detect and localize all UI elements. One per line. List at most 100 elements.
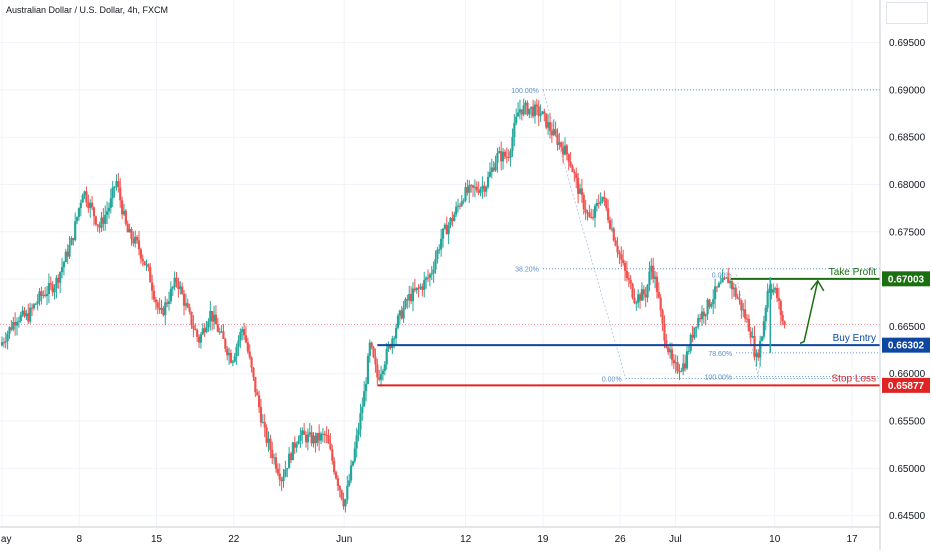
candle-body <box>430 273 433 275</box>
candle-body <box>391 338 394 348</box>
candle-body <box>715 286 719 288</box>
candle-body <box>64 251 67 263</box>
candle-body <box>374 356 377 365</box>
candle-body <box>723 278 726 280</box>
candle-body <box>479 188 482 193</box>
candle-body <box>100 217 103 228</box>
candle-body <box>565 145 568 155</box>
y-tick-label: 0.68500 <box>889 133 926 144</box>
candle-body <box>398 310 401 316</box>
candle-body <box>241 329 244 333</box>
fib-right-label: 100.00% <box>704 375 732 382</box>
candle-body <box>760 336 764 341</box>
candle-body <box>753 336 756 357</box>
candle-body <box>554 129 557 135</box>
candle-body <box>590 216 593 218</box>
candle-body <box>518 109 522 113</box>
candle-body <box>539 114 542 116</box>
candle-body <box>286 468 289 470</box>
candle-body <box>779 300 782 315</box>
candle-body <box>102 217 105 224</box>
y-tick-label: 0.69000 <box>889 85 926 96</box>
candle-body <box>552 129 555 136</box>
candle-body <box>423 279 426 290</box>
candle-body <box>368 342 371 356</box>
candle-body <box>597 202 600 204</box>
candle-body <box>66 251 69 257</box>
candle-body <box>745 318 749 320</box>
candle-body <box>214 314 218 325</box>
candle-body <box>637 294 640 303</box>
candle-body <box>220 331 223 333</box>
x-tick-label: 8 <box>76 534 82 545</box>
candle-body <box>550 130 553 136</box>
candle-body <box>456 205 460 207</box>
candle-body <box>505 156 508 158</box>
candle-body <box>640 289 644 301</box>
candle-body <box>473 186 477 188</box>
chart-settings-box[interactable] <box>886 2 928 24</box>
candle-body <box>32 304 36 309</box>
candle-body <box>766 291 769 308</box>
candle-body <box>509 151 512 158</box>
candle-body <box>4 341 7 343</box>
candle-body <box>79 202 82 209</box>
candle-body <box>742 309 745 311</box>
candle-body <box>278 473 281 480</box>
y-tick-label: 0.68000 <box>889 180 926 191</box>
candle-body <box>381 370 385 375</box>
candle-body <box>783 321 786 325</box>
candle-body <box>650 265 653 272</box>
candle-body <box>267 438 270 443</box>
candle-body <box>612 228 615 241</box>
candle-body <box>580 188 583 195</box>
candle-body <box>503 151 507 157</box>
candle-body <box>593 205 597 218</box>
candle-body <box>265 427 268 443</box>
candle-body <box>338 485 341 491</box>
candle-body <box>257 395 261 408</box>
candle-body <box>438 249 441 251</box>
candle-body <box>665 340 668 348</box>
candle-body <box>184 303 188 306</box>
candle-body <box>0 342 4 346</box>
candle-body <box>460 201 463 206</box>
candle-body <box>762 321 766 337</box>
candle-body <box>49 283 52 285</box>
candle-body <box>458 205 461 207</box>
candle-body <box>175 277 178 282</box>
candle-body <box>417 287 420 289</box>
candle-body <box>293 442 296 448</box>
candle-body <box>353 448 356 462</box>
candle-body <box>655 276 659 292</box>
candle-body <box>608 220 612 229</box>
candle-body <box>500 151 503 162</box>
candle-body <box>376 364 379 378</box>
candle-body <box>233 356 236 362</box>
candle-body <box>560 142 563 148</box>
candle-body <box>678 371 681 373</box>
candle-body <box>468 185 471 193</box>
candle-body <box>321 433 325 435</box>
candle-body <box>676 362 679 372</box>
candle-body <box>428 274 431 278</box>
candle-body <box>515 116 518 123</box>
candle-body <box>222 331 225 339</box>
candle-body <box>12 322 15 330</box>
candle-body <box>130 228 133 239</box>
candle-body <box>109 198 112 208</box>
candle-body <box>45 293 49 297</box>
candle-body <box>149 267 152 283</box>
candle-body <box>244 335 248 343</box>
x-tick-label: 10 <box>769 534 781 545</box>
candle-body <box>599 201 602 204</box>
candle-body <box>584 209 587 213</box>
candle-body <box>226 348 229 356</box>
candle-body <box>263 422 266 428</box>
candle-body <box>659 297 662 311</box>
candle-body <box>122 210 126 215</box>
candle-body <box>661 310 664 324</box>
candle-body <box>595 202 598 206</box>
